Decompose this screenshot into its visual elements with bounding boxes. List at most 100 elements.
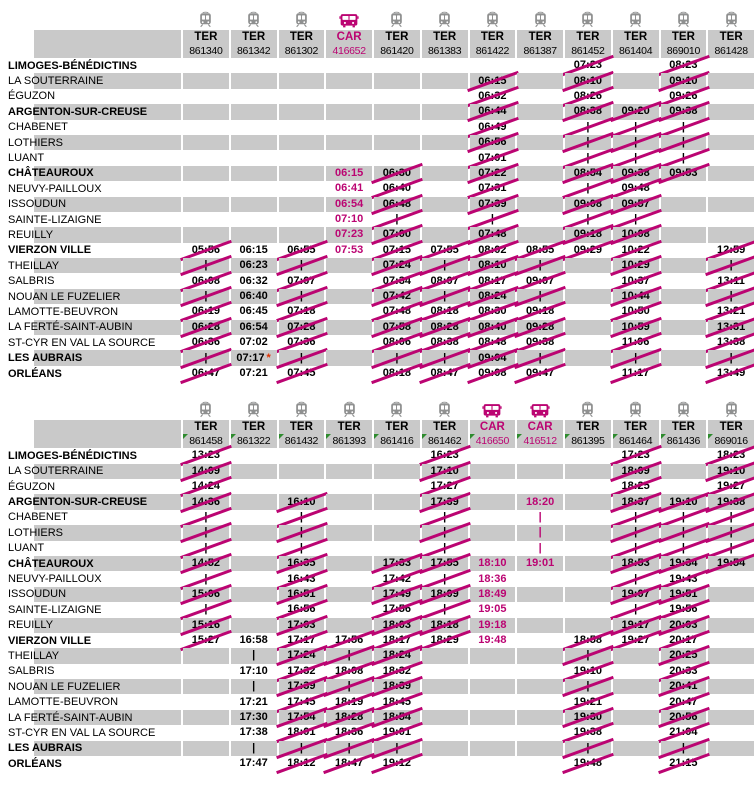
time-value: 17:39: [430, 495, 459, 508]
time-value: 08:02: [478, 243, 507, 256]
time-cell: 08:30: [470, 304, 516, 319]
time-cell: 07:55: [422, 243, 468, 258]
time-value: 15:06: [191, 587, 220, 600]
time-cell: [183, 89, 229, 104]
train-type-label: TER: [183, 30, 229, 44]
station-row: SAINTE-LIZAIGNE | 16:56 17:56 | 19:05 | 19:56: [0, 602, 754, 617]
time-value: 09:53: [669, 166, 698, 179]
pass-through-bar: |: [538, 526, 542, 539]
station-label: LAMOTTE-BEUVRON: [8, 305, 119, 318]
time-value: 18:36: [478, 572, 507, 585]
pass-through-bar: |: [204, 526, 208, 539]
time-cell: [183, 664, 229, 679]
time-cell: |: [708, 288, 754, 305]
pass-through-bar: |: [586, 649, 590, 662]
time-cell: 18:39: [374, 679, 420, 695]
time-cell: [326, 258, 372, 274]
time-cell: |: [613, 120, 659, 135]
pass-through-bar: |: [299, 741, 303, 754]
time-cell: [421, 73, 468, 89]
station-row: ISSOUDUN 06:54 06:48 07:39 09:08 09:57: [0, 196, 754, 212]
pass-through-bar: |: [729, 510, 733, 523]
time-cell: [231, 510, 277, 525]
time-cell: [422, 58, 468, 73]
time-value: 09:18: [526, 305, 555, 318]
time-cell: 05:56: [183, 243, 229, 258]
time-cell: 09:47: [517, 366, 563, 381]
time-cell: 09:18: [565, 227, 611, 243]
time-cell: 17:23: [613, 448, 659, 463]
time-cell: 08:54: [565, 165, 611, 182]
time-cell: 17:42: [374, 571, 420, 586]
pass-through-bar: |: [538, 259, 542, 272]
time-cell: [660, 463, 707, 479]
time-value: 17:21: [239, 695, 268, 708]
time-value: 09:57: [621, 197, 650, 210]
time-cell: 08:23: [661, 58, 707, 73]
train-type-label: TER: [230, 30, 277, 44]
time-value: 06:32: [239, 274, 268, 287]
time-cell: [326, 73, 372, 89]
time-cell: |: [613, 212, 659, 227]
pass-through-bar: |: [204, 351, 208, 364]
time-value: 18:20: [526, 495, 555, 508]
station-row: CHABENET | | | | | | |: [0, 510, 754, 525]
station-row: LUANT 07:01 | | |: [0, 150, 754, 165]
pass-through-bar: |: [299, 510, 303, 523]
time-value: 06:28: [191, 320, 220, 333]
time-cell: 18:29: [422, 633, 468, 648]
time-cell: 17:38: [231, 725, 277, 740]
train-number: 861322: [230, 434, 277, 449]
time-cell: |: [374, 212, 420, 227]
time-cell: [326, 134, 372, 151]
time-cell: [708, 756, 754, 771]
time-cell: [613, 756, 659, 771]
station-label: LAMOTTE-BEUVRON: [8, 696, 119, 709]
train-number: 861404: [612, 44, 659, 58]
time-cell: [231, 571, 277, 586]
time-cell: [708, 89, 754, 104]
train-type-label: CAR: [469, 420, 516, 435]
time-cell: 07:34: [374, 273, 420, 288]
time-value: 10:37: [621, 274, 650, 287]
time-value: 06:45: [239, 305, 268, 318]
time-value: 07:58: [382, 320, 411, 333]
time-cell: 08:10: [469, 258, 516, 274]
time-cell: 09:26: [661, 89, 707, 104]
time-cell: [421, 134, 468, 151]
time-cell: |: [183, 571, 229, 586]
time-cell: 09:57: [612, 196, 659, 212]
time-cell: 18:53: [612, 555, 659, 572]
train-type-row: TER TER TER TER TER TER CAR CAR TER TER TER TER: [0, 420, 754, 435]
time-cell: 18:18: [421, 617, 468, 633]
station-label: LA SOUTERRAINE: [0, 73, 181, 89]
time-cell: 08:10: [565, 73, 611, 89]
time-cell: [278, 463, 325, 479]
time-cell: 07:53: [326, 243, 372, 258]
time-value: 06:44: [478, 105, 507, 118]
pass-through-bar: |: [347, 680, 351, 693]
time-cell: 09:29: [565, 243, 611, 258]
time-cell: [708, 165, 754, 182]
time-cell: 19:30: [565, 709, 611, 726]
pass-through-bar: |: [538, 290, 542, 303]
time-cell: [517, 150, 563, 165]
time-cell: 15:06: [183, 586, 229, 603]
time-cell: 19:56: [661, 602, 707, 617]
station-label: LOTHIERS: [0, 134, 181, 151]
time-cell: 19:18: [469, 617, 516, 633]
train-number: 861342: [230, 44, 277, 58]
train-number: 861420: [374, 44, 420, 58]
train-number: 861340: [183, 44, 229, 58]
time-value: 17:38: [239, 726, 268, 739]
time-cell: [326, 58, 372, 73]
time-value: 08:26: [573, 89, 602, 102]
time-cell: [470, 664, 516, 679]
station-label: SALBRIS: [8, 275, 55, 288]
time-value: 13:11: [717, 274, 745, 287]
time-cell: [230, 586, 277, 603]
time-cell: 06:30: [374, 165, 420, 182]
time-cell: [613, 725, 659, 740]
time-cell: |: [612, 350, 659, 366]
time-cell: [279, 150, 325, 165]
